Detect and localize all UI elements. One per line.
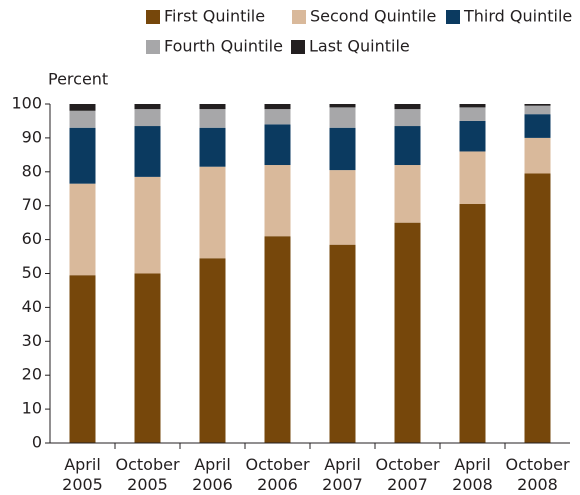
- bar-segment: [524, 137, 551, 174]
- legend-label: First Quintile: [164, 7, 265, 26]
- bar-segment: [264, 104, 291, 110]
- bar-segment: [199, 258, 226, 443]
- bar-segment: [459, 107, 486, 121]
- bar-segment: [264, 165, 291, 237]
- bar-segment: [524, 173, 551, 443]
- bar-segment: [134, 126, 161, 177]
- x-tick-label: April 2005: [62, 455, 103, 494]
- bar-segment: [394, 104, 421, 110]
- bar-segment: [264, 124, 291, 166]
- bar-segment: [69, 127, 96, 184]
- bar-segment: [459, 204, 486, 443]
- y-tick-label: 50: [22, 263, 42, 282]
- bar-segment: [524, 105, 551, 115]
- bar-segment: [329, 104, 356, 108]
- bar-segment: [199, 166, 226, 259]
- x-tick-label: October 2005: [115, 455, 179, 494]
- bar-segment: [264, 236, 291, 443]
- bar-segment: [199, 127, 226, 167]
- legend-swatch: [146, 40, 160, 54]
- bar-segment: [329, 107, 356, 128]
- legend-swatch: [446, 10, 460, 24]
- bar-segment: [524, 114, 551, 138]
- x-tick-label: October 2007: [375, 455, 439, 494]
- bar-segment: [459, 104, 486, 108]
- y-tick-label: 20: [22, 365, 42, 384]
- legend-swatch: [291, 40, 305, 54]
- bar-segment: [134, 273, 161, 443]
- y-tick-label: 70: [22, 195, 42, 214]
- bar-segment: [69, 104, 96, 111]
- legend-label: Third Quintile: [463, 7, 572, 26]
- y-tick-label: 40: [22, 297, 42, 316]
- bar-segment: [329, 170, 356, 245]
- x-tick-label: April 2007: [322, 455, 363, 494]
- bar-segment: [394, 109, 421, 127]
- y-tick-label: 100: [11, 94, 42, 113]
- bar-segment: [69, 110, 96, 128]
- bar-segment: [134, 104, 161, 110]
- bar-segment: [69, 183, 96, 276]
- bar-segment: [199, 104, 226, 110]
- bar-segment: [134, 109, 161, 127]
- y-tick-label: 0: [32, 433, 42, 452]
- bar-segment: [199, 109, 226, 128]
- bar-segment: [524, 104, 551, 106]
- bar-segment: [394, 165, 421, 223]
- bar-segment: [329, 244, 356, 443]
- bar-segment: [69, 275, 96, 443]
- x-tick-label: October 2008: [505, 455, 569, 494]
- x-tick-label: April 2008: [452, 455, 493, 494]
- y-tick-label: 60: [22, 229, 42, 248]
- legend-label: Last Quintile: [309, 37, 410, 56]
- y-tick-label: 30: [22, 331, 42, 350]
- bar-segment: [394, 126, 421, 166]
- x-tick-label: October 2006: [245, 455, 309, 494]
- y-tick-label: 80: [22, 161, 42, 180]
- bar-segment: [329, 127, 356, 171]
- bar-segment: [459, 151, 486, 205]
- bar-segment: [134, 176, 161, 274]
- y-tick-label: 90: [22, 127, 42, 146]
- legend-swatch: [146, 10, 160, 24]
- legend-swatch: [292, 10, 306, 24]
- bar-segment: [264, 109, 291, 125]
- legend-label: Fourth Quintile: [164, 37, 283, 56]
- y-tick-label: 10: [22, 399, 42, 418]
- bar-segment: [394, 222, 421, 443]
- x-tick-label: April 2006: [192, 455, 233, 494]
- bar-segment: [459, 120, 486, 152]
- legend-label: Second Quintile: [310, 7, 436, 26]
- y-axis-label: Percent: [48, 70, 108, 89]
